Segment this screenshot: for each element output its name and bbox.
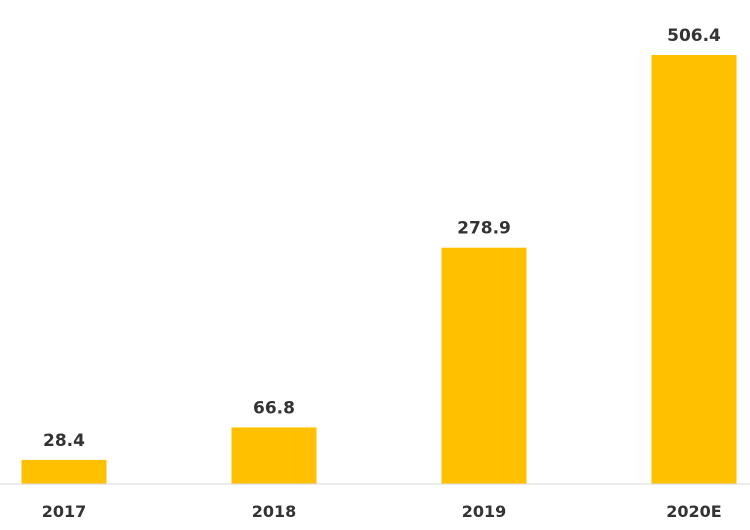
value-label-2020E: 506.4 bbox=[667, 26, 721, 46]
bars-group bbox=[21, 55, 737, 484]
x-tick-labels-group: 2017 2018 2019 2020E bbox=[42, 502, 722, 521]
x-tick-label-2017: 2017 bbox=[42, 502, 87, 521]
value-labels-group: 28.4 66.8 278.9 506.4 bbox=[43, 26, 721, 451]
value-label-2018: 66.8 bbox=[253, 398, 295, 418]
bar-2019 bbox=[441, 247, 527, 484]
value-label-2019: 278.9 bbox=[457, 219, 511, 239]
bar-2020E bbox=[651, 55, 737, 484]
value-label-2017: 28.4 bbox=[43, 431, 85, 451]
bar-2018 bbox=[231, 427, 317, 484]
x-tick-label-2019: 2019 bbox=[462, 502, 507, 521]
x-tick-label-2020E: 2020E bbox=[666, 502, 721, 521]
x-tick-label-2018: 2018 bbox=[252, 502, 297, 521]
bar-2017 bbox=[21, 459, 107, 484]
